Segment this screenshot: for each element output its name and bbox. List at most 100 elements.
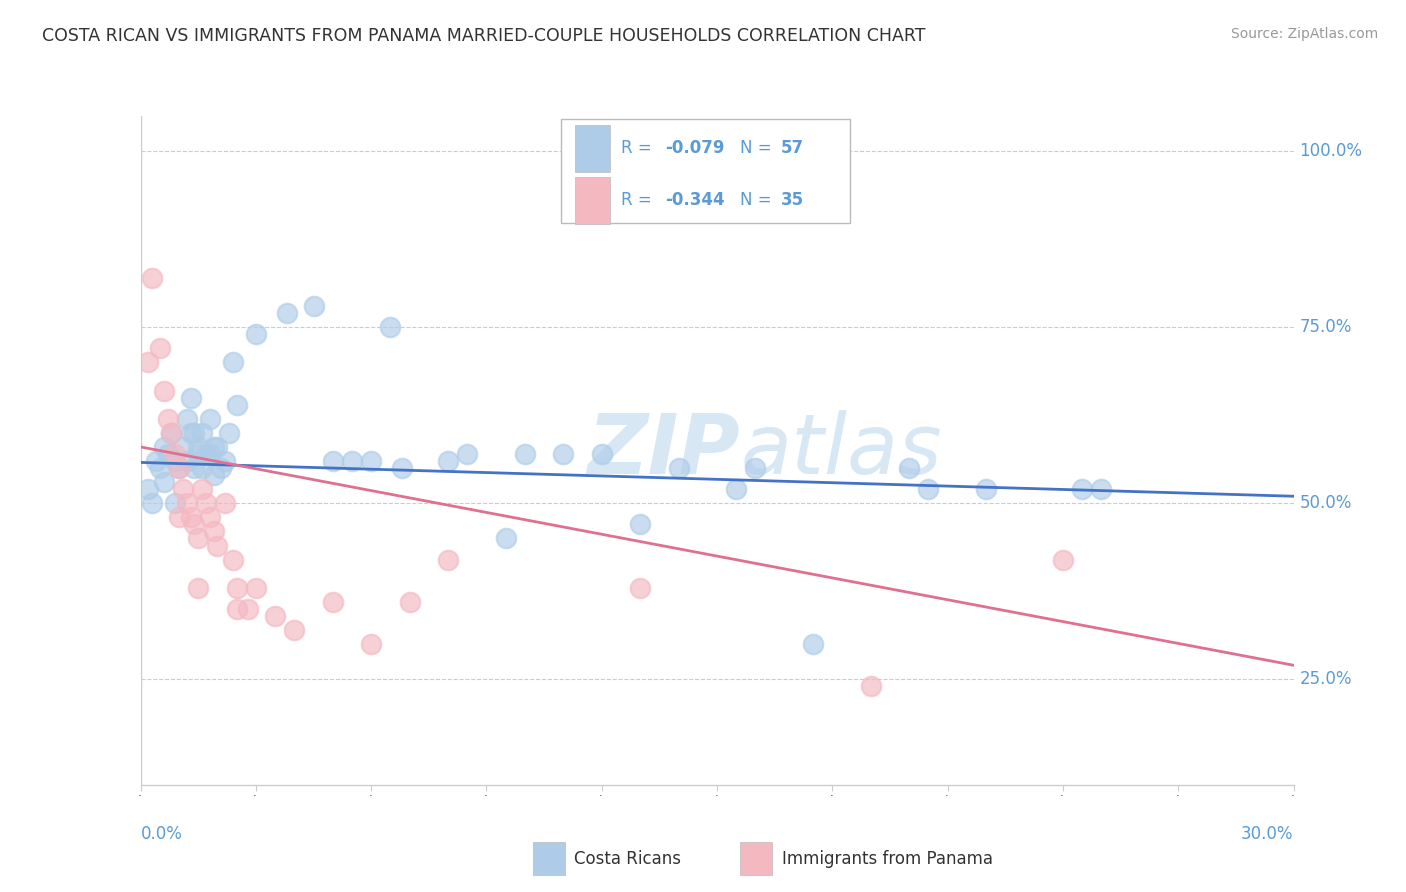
FancyBboxPatch shape [575,125,610,172]
Point [141,271,163,285]
Point [176,454,198,468]
Point [725,482,748,496]
Text: -0.079: -0.079 [665,139,724,157]
Point [198,411,221,425]
Point [165,447,187,461]
Point [276,306,298,320]
Point [218,425,240,440]
Point [225,398,247,412]
Point [209,461,232,475]
Point [183,517,205,532]
Point [245,327,267,342]
Point [322,595,344,609]
Point [801,637,824,651]
Text: R =: R = [621,191,658,210]
Point [194,496,217,510]
Point [149,342,172,356]
Point [553,447,575,461]
Text: Costa Ricans: Costa Ricans [574,849,681,868]
Point [628,581,651,595]
Point [141,496,163,510]
FancyBboxPatch shape [740,842,772,875]
Point [898,461,921,475]
Point [264,609,287,624]
Point [160,425,183,440]
Point [360,637,382,651]
Point [180,391,202,405]
Text: 100.0%: 100.0% [1299,142,1362,161]
Point [456,447,478,461]
Point [225,602,247,616]
Point [513,447,536,461]
Point [176,411,198,425]
Point [322,454,344,468]
Point [437,454,460,468]
FancyBboxPatch shape [561,120,849,223]
Text: 57: 57 [780,139,804,157]
Text: R =: R = [621,139,658,157]
Point [207,440,229,454]
Point [360,454,382,468]
Point [191,482,214,496]
Point [167,461,190,475]
Point [202,524,225,539]
Point [180,425,202,440]
Point [202,440,225,454]
Point [183,461,205,475]
Point [744,461,766,475]
Point [167,461,190,475]
Text: Source: ZipAtlas.com: Source: ZipAtlas.com [1230,27,1378,41]
Point [398,595,420,609]
Point [198,447,221,461]
Point [194,447,217,461]
Point [180,510,202,524]
Text: 30.0%: 30.0% [1241,825,1294,843]
Point [160,425,183,440]
Point [156,447,179,461]
Point [165,496,187,510]
Point [222,355,245,369]
Point [859,679,882,693]
Point [495,532,517,546]
Point [152,475,174,490]
Point [183,425,205,440]
Point [340,454,363,468]
Point [245,581,267,595]
Text: 35: 35 [780,191,804,210]
Text: atlas: atlas [740,410,942,491]
Point [1052,552,1074,566]
Text: 25.0%: 25.0% [1299,670,1351,689]
Point [191,461,214,475]
Point [391,461,413,475]
Point [136,482,159,496]
Point [172,440,194,454]
Point [198,510,221,524]
Point [238,602,260,616]
Point [176,496,198,510]
Point [152,384,174,398]
Point [187,532,209,546]
Point [136,355,159,369]
Point [165,454,187,468]
Text: 50.0%: 50.0% [1299,494,1351,512]
Point [156,411,179,425]
Point [974,482,997,496]
Point [302,299,325,313]
Point [283,623,305,637]
Point [591,447,613,461]
Point [917,482,939,496]
Point [1090,482,1112,496]
Text: 75.0%: 75.0% [1299,318,1351,336]
FancyBboxPatch shape [575,177,610,224]
Point [187,581,209,595]
Point [628,517,651,532]
Text: -0.344: -0.344 [665,191,725,210]
Point [172,482,194,496]
Text: 0.0%: 0.0% [141,825,183,843]
Point [668,461,690,475]
Point [214,454,236,468]
Point [145,454,167,468]
Text: N =: N = [740,139,778,157]
FancyBboxPatch shape [533,842,565,875]
Text: N =: N = [740,191,778,210]
